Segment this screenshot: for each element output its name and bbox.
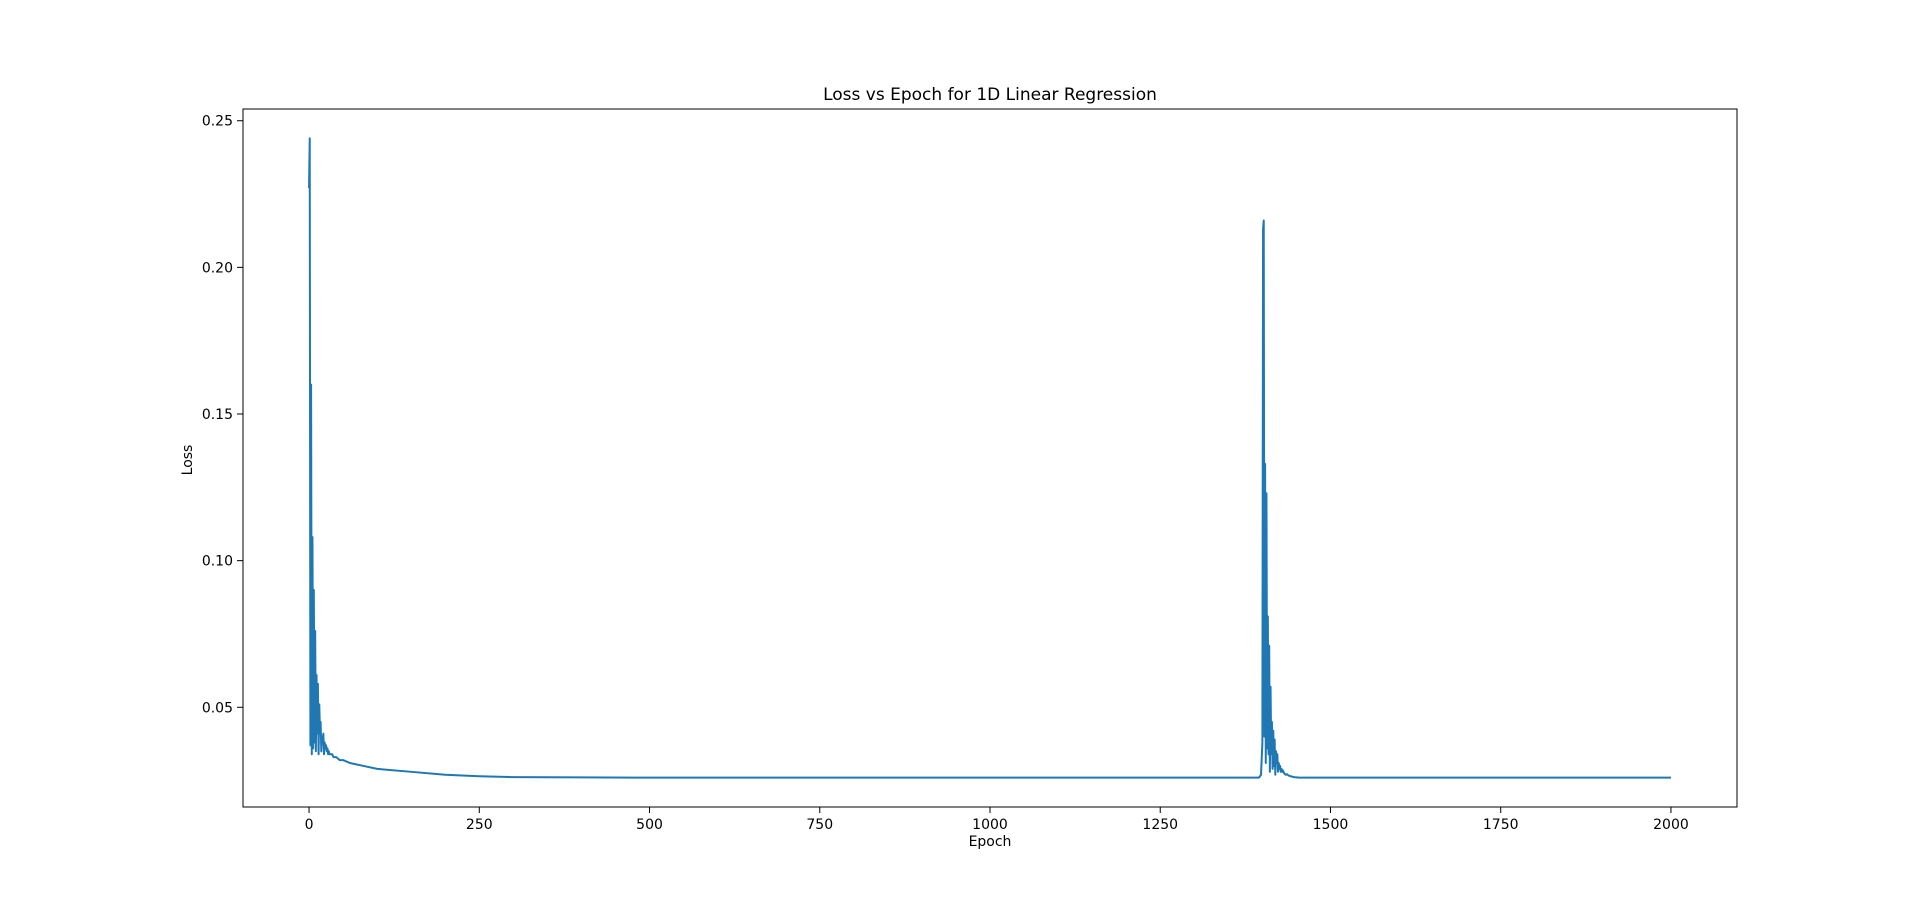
y-axis-label: Loss: [180, 445, 196, 476]
x-tick-label: 750: [806, 817, 833, 833]
x-axis-label: Epoch: [969, 834, 1012, 850]
y-tick-label: 0.05: [202, 700, 233, 716]
x-tick-label: 250: [466, 817, 493, 833]
y-axis-ticks: 0.05 0.10 0.15 0.20 0.25: [202, 114, 243, 716]
x-tick-label: 1500: [1313, 817, 1349, 833]
plot-area: [308, 137, 1671, 779]
x-tick-label: 2000: [1653, 817, 1689, 833]
x-tick-label: 1250: [1142, 817, 1178, 833]
x-tick-label: 500: [636, 817, 663, 833]
loss-series-line: [308, 137, 1671, 779]
x-tick-label: 1750: [1483, 817, 1519, 833]
axes-frame: [242, 108, 1738, 808]
y-tick-label: 0.20: [202, 260, 233, 276]
y-tick-label: 0.10: [202, 554, 233, 570]
x-tick-label: 0: [305, 817, 314, 833]
x-tick-label: 1000: [972, 817, 1008, 833]
x-axis-ticks: 0 250 500 750 1000 1250 1500 1750 2000: [305, 807, 1689, 833]
y-tick-label: 0.25: [202, 114, 233, 130]
y-tick-label: 0.15: [202, 407, 233, 423]
chart-title: Loss vs Epoch for 1D Linear Regression: [823, 85, 1157, 105]
